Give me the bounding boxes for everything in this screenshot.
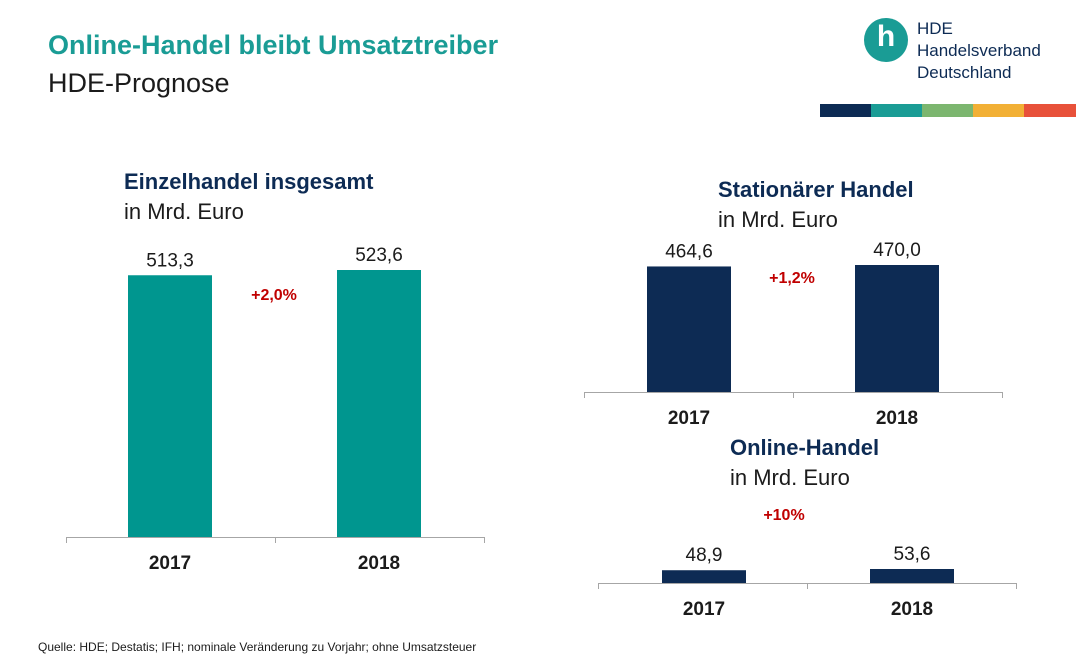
x-tick-label: 2018 xyxy=(891,599,933,620)
chart-3-title: Online-Handel xyxy=(730,435,880,460)
hde-logo-letter: h xyxy=(876,20,896,53)
hde-logo: h HDE Handelsverband Deutschland xyxy=(864,18,1064,88)
stripe-segment xyxy=(973,104,1025,117)
bar xyxy=(870,569,954,583)
chart-1-subtitle: in Mrd. Euro xyxy=(124,199,244,224)
stripe-segment xyxy=(820,104,872,117)
data-label: 513,3 xyxy=(146,250,194,271)
logo-line-2: Handelsverband xyxy=(917,41,1041,60)
data-label: 53,6 xyxy=(894,544,931,565)
chart-3-subtitle: in Mrd. Euro xyxy=(730,465,850,490)
chart-2-title: Stationärer Handel xyxy=(718,177,914,202)
page-title: Online-Handel bleibt Umsatztreiber xyxy=(48,30,499,60)
bar xyxy=(337,270,421,537)
change-label: +1,2% xyxy=(769,270,815,287)
source-footnote: Quelle: HDE; Destatis; IFH; nominale Ver… xyxy=(38,640,477,654)
stripe-segment xyxy=(922,104,974,117)
bar xyxy=(647,266,731,392)
x-tick-label: 2017 xyxy=(668,408,710,429)
data-label: 48,9 xyxy=(686,545,723,566)
change-label: +10% xyxy=(763,507,804,524)
data-label: 470,0 xyxy=(873,240,921,261)
logo-line-1: HDE xyxy=(917,19,953,38)
page-subtitle: HDE-Prognose xyxy=(48,68,230,98)
x-tick-label: 2018 xyxy=(876,408,918,429)
chart-1-title: Einzelhandel insgesamt xyxy=(124,169,374,194)
stripe-segment xyxy=(871,104,923,117)
change-label: +2,0% xyxy=(251,287,297,304)
hde-logo-text: HDE Handelsverband Deutschland xyxy=(917,18,1041,84)
x-tick-label: 2017 xyxy=(149,553,191,574)
hde-logo-icon: h xyxy=(864,18,908,62)
x-tick-label: 2018 xyxy=(358,553,400,574)
logo-line-3: Deutschland xyxy=(917,63,1012,82)
x-tick-label: 2017 xyxy=(683,599,725,620)
data-label: 523,6 xyxy=(355,245,403,266)
bar xyxy=(128,275,212,537)
chart-2-subtitle: in Mrd. Euro xyxy=(718,207,838,232)
stripe-segment xyxy=(1024,104,1076,117)
bar xyxy=(855,265,939,392)
data-label: 464,6 xyxy=(665,241,713,262)
bar xyxy=(662,570,746,583)
